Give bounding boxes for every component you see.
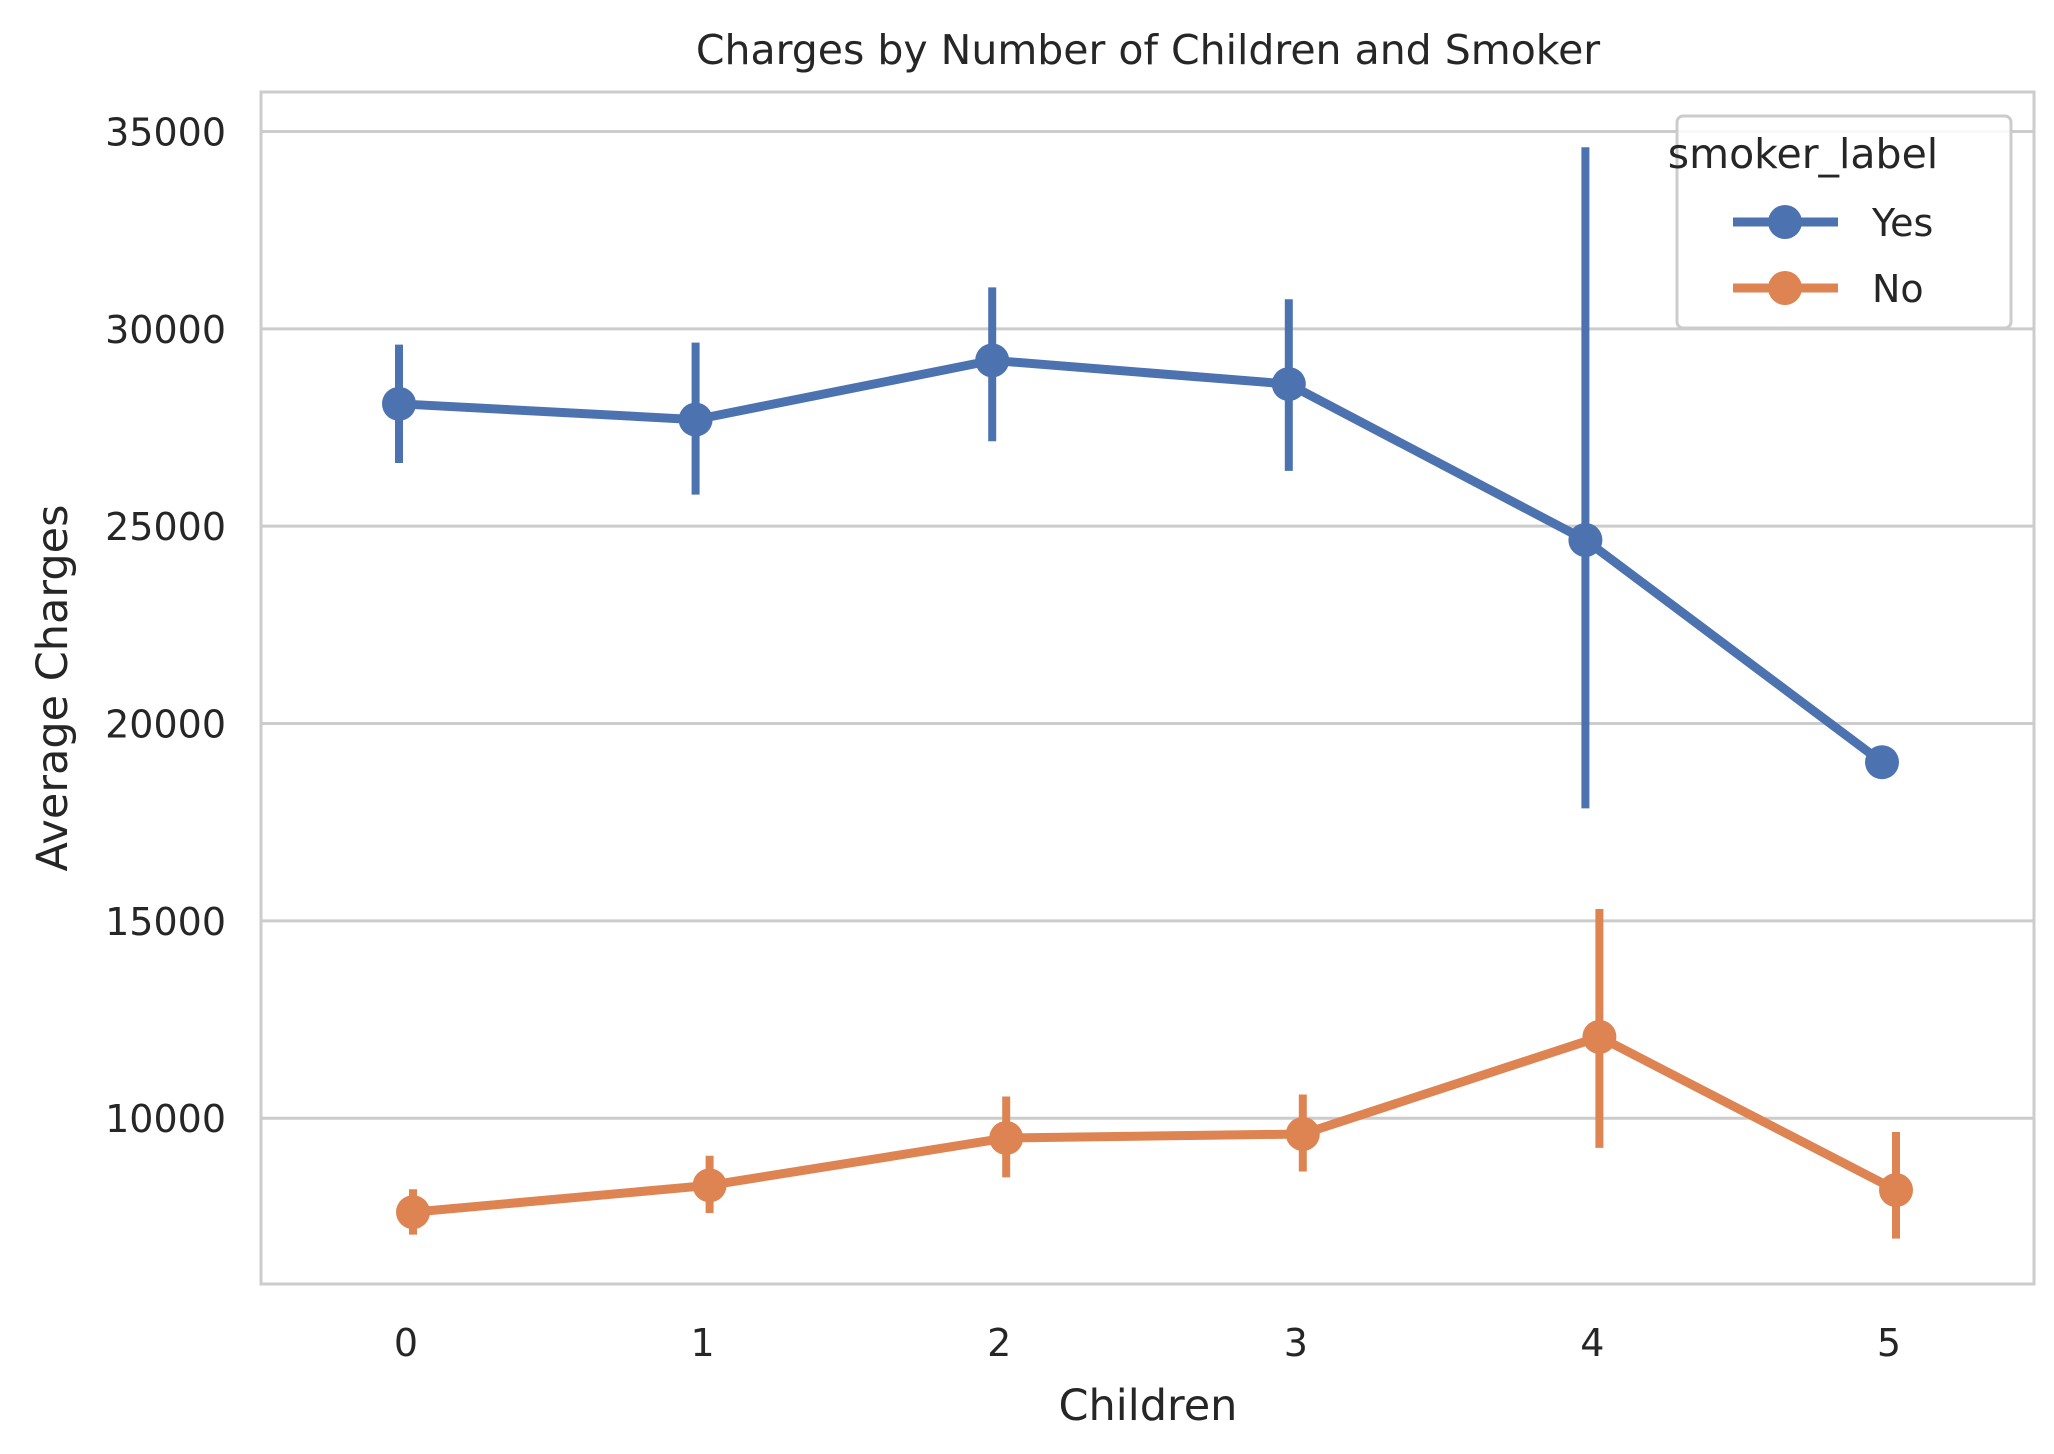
x-tick-label: 5 <box>1877 1321 1901 1365</box>
x-tick-label: 1 <box>691 1321 715 1365</box>
data-point <box>396 1195 430 1230</box>
data-point <box>1865 745 1899 780</box>
data-point <box>382 386 416 421</box>
x-tick-label: 2 <box>987 1321 1011 1365</box>
y-axis-label: Average Charges <box>28 505 78 872</box>
legend-title: smoker_label <box>1668 130 1938 178</box>
y-tick-label: 15000 <box>105 900 226 944</box>
chart-title: Charges by Number of Children and Smoker <box>696 26 1600 74</box>
series-layer <box>382 147 1913 1239</box>
y-tick-label: 25000 <box>105 505 226 549</box>
series-yes <box>382 147 1899 809</box>
legend: smoker_label Yes No <box>1668 114 2013 330</box>
series-line <box>398 355 1885 766</box>
x-tick-label: 0 <box>394 1321 418 1365</box>
plot-frame <box>259 90 2036 1286</box>
y-tick-label: 30000 <box>105 308 226 352</box>
data-point <box>1879 1173 1913 1208</box>
series-no <box>396 909 1913 1239</box>
legend-entries: Yes No <box>1733 201 1933 311</box>
data-point <box>678 402 713 437</box>
legend-marker-no <box>1768 271 1802 305</box>
y-tick-label: 20000 <box>105 703 226 747</box>
x-tick-label: 3 <box>1284 1321 1308 1365</box>
data-point <box>1285 1117 1320 1152</box>
series-line <box>412 1032 1899 1217</box>
data-point <box>1568 522 1603 557</box>
y-axis-ticks: 10000 15000 20000 25000 30000 35000 <box>105 110 226 1141</box>
data-point <box>1271 367 1306 402</box>
y-tick-label: 10000 <box>105 1097 226 1141</box>
data-point <box>975 343 1010 378</box>
data-point <box>692 1168 727 1203</box>
data-point <box>989 1120 1024 1155</box>
legend-label-no: No <box>1872 267 1924 311</box>
y-tick-label: 35000 <box>105 110 226 154</box>
legend-label-yes: Yes <box>1871 201 1933 245</box>
legend-marker-yes <box>1768 205 1802 239</box>
data-point <box>1582 1019 1617 1054</box>
x-axis-label: Children <box>1059 1381 1238 1431</box>
x-axis-ticks: 0 1 2 3 4 5 <box>394 1321 1901 1365</box>
x-tick-label: 4 <box>1580 1321 1604 1365</box>
legend-frame <box>1675 114 2013 330</box>
